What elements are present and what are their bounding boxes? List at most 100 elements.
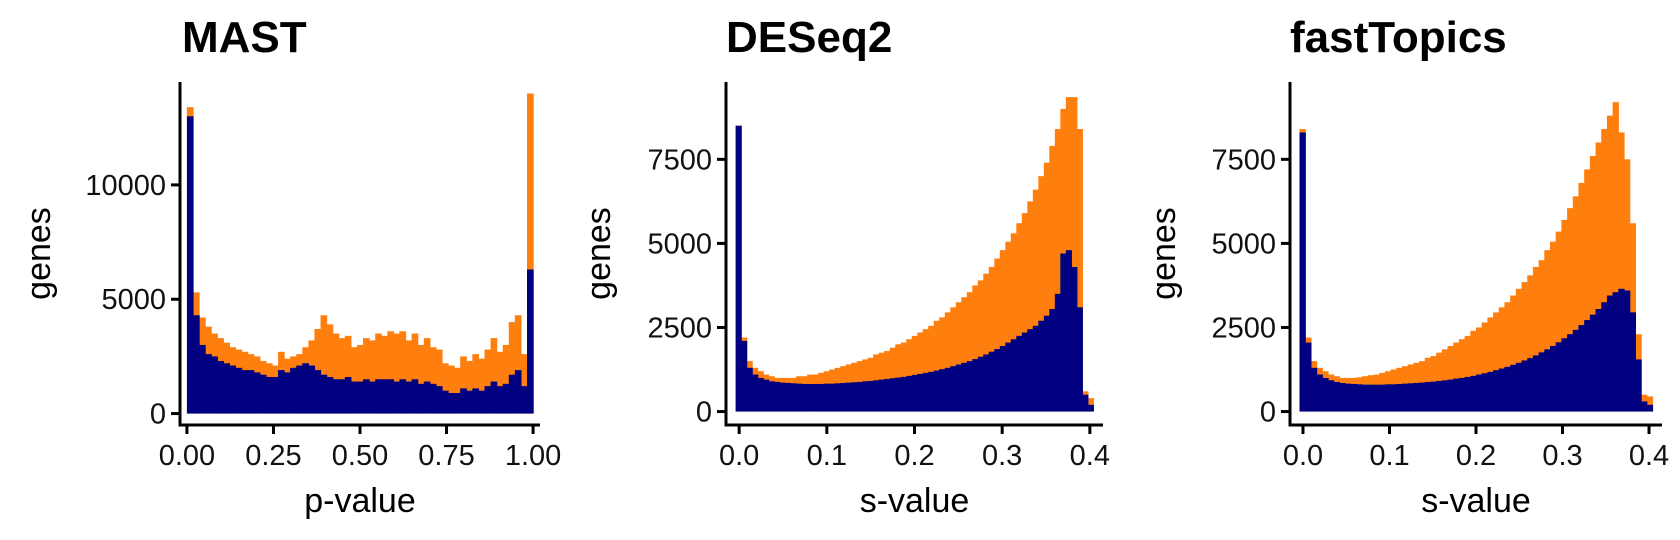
bar (441, 363, 449, 414)
bar (1601, 129, 1608, 412)
bar (1595, 142, 1602, 412)
bar (1458, 377, 1466, 412)
bar (338, 379, 346, 414)
bar (399, 331, 407, 414)
bar (350, 381, 358, 414)
bar (1584, 169, 1591, 412)
bar (387, 379, 394, 414)
bar (873, 380, 880, 412)
bar (363, 379, 370, 414)
series-1 (186, 116, 534, 414)
bar (911, 335, 918, 412)
bar (983, 273, 990, 412)
bar (1555, 342, 1562, 412)
bar (1589, 155, 1597, 412)
bar (308, 365, 316, 414)
bar (1071, 266, 1078, 412)
y-tick-label: 0 (696, 397, 712, 429)
bar (851, 382, 858, 412)
bar (966, 361, 973, 412)
bar (735, 125, 742, 412)
bar (1010, 233, 1017, 412)
bar (332, 333, 340, 414)
bar (1447, 379, 1454, 412)
bar (186, 116, 194, 414)
bar (1646, 404, 1654, 412)
bar (1544, 250, 1551, 412)
bar (448, 392, 455, 414)
bar (1032, 325, 1039, 412)
bar (223, 363, 231, 414)
bar (284, 372, 291, 414)
x-tick-label: 0.1 (1369, 440, 1409, 472)
bar (454, 392, 461, 414)
bar (911, 374, 918, 412)
bar (1521, 282, 1528, 412)
y-tick-label: 10000 (85, 170, 166, 202)
bar (752, 374, 759, 412)
bar (1618, 288, 1625, 412)
bar (999, 345, 1006, 412)
bar (1005, 241, 1012, 412)
bar (845, 382, 852, 412)
y-tick-label: 5000 (647, 228, 712, 260)
panel-title: DESeq2 (726, 13, 892, 62)
bar (757, 377, 764, 412)
bar (1550, 345, 1557, 412)
bar (1038, 320, 1045, 412)
bar (807, 383, 814, 412)
bar (1470, 330, 1477, 412)
bar (812, 383, 819, 412)
bar (1060, 253, 1067, 412)
bar (928, 371, 935, 412)
bar (922, 329, 929, 412)
bar (1441, 380, 1449, 412)
bar (259, 374, 267, 414)
bar (1498, 307, 1506, 412)
x-tick-label: 0.4 (1629, 440, 1669, 472)
bar (1567, 208, 1574, 412)
bar (1606, 115, 1614, 412)
bar (290, 367, 297, 414)
bar (1572, 196, 1580, 412)
bar (1350, 383, 1358, 412)
bar (790, 383, 797, 412)
bar (271, 376, 279, 414)
bar (502, 344, 510, 414)
bar (472, 354, 480, 414)
bar (1624, 290, 1631, 412)
bar (1504, 366, 1511, 412)
bar (369, 381, 376, 414)
bar (1527, 275, 1534, 412)
bar (1555, 231, 1562, 412)
bar (779, 382, 786, 412)
bar (1049, 308, 1056, 412)
bar (933, 370, 940, 412)
x-tick-label: 0.2 (1456, 440, 1496, 472)
bar (1054, 129, 1061, 412)
bar (1316, 374, 1323, 412)
bar (906, 339, 913, 412)
bar (1618, 132, 1625, 412)
bar (1407, 383, 1414, 412)
bar (746, 367, 753, 412)
bar (1390, 384, 1397, 412)
bar (302, 363, 309, 414)
bar (478, 390, 486, 414)
bar (950, 366, 957, 412)
bar (801, 383, 808, 412)
bar (1339, 382, 1346, 412)
y-tick-label: 5000 (101, 284, 166, 316)
panel-title: fastTopics (1290, 13, 1507, 62)
bar (763, 379, 770, 412)
bar (1578, 182, 1585, 412)
bar (253, 372, 261, 414)
bar (1561, 338, 1568, 412)
bar (1641, 401, 1648, 412)
bar (1384, 384, 1392, 412)
bar (1065, 250, 1072, 412)
bar (1436, 380, 1443, 412)
bar (520, 354, 528, 414)
bar (977, 280, 984, 412)
